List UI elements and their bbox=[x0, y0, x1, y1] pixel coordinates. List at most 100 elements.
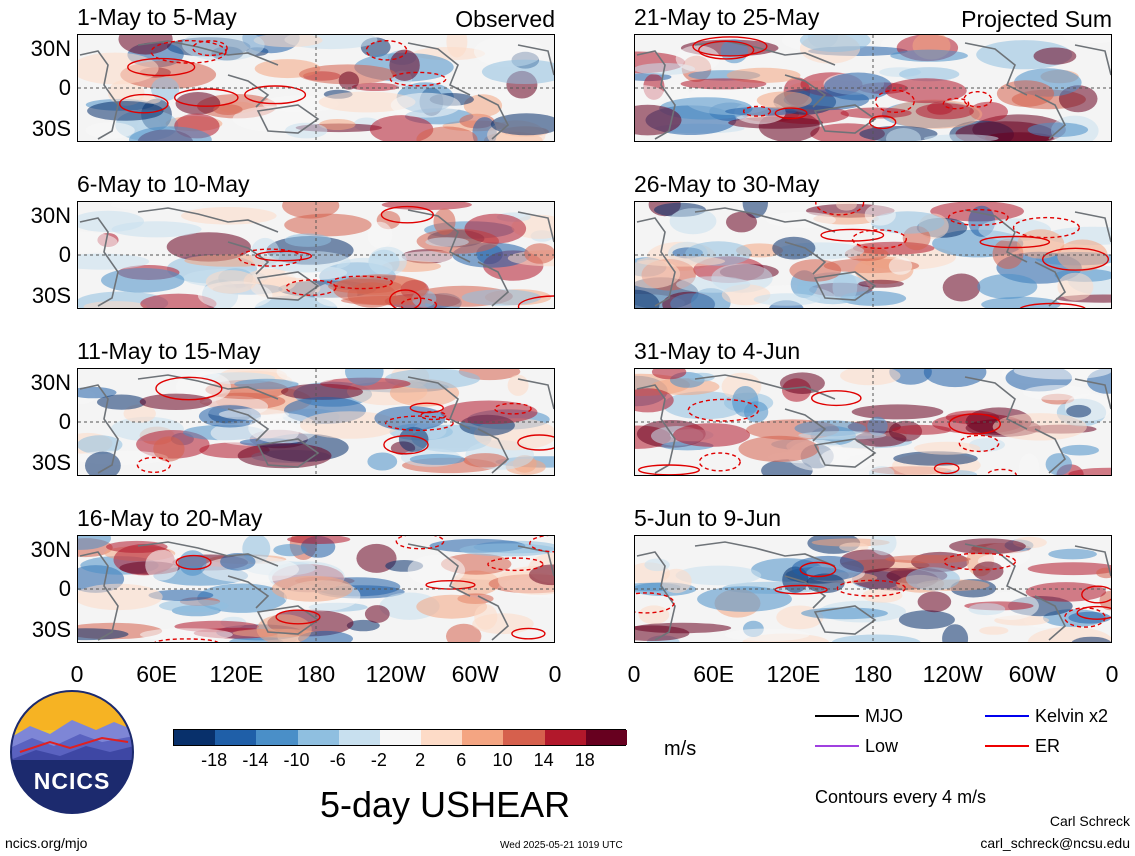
shading-blob bbox=[398, 426, 429, 452]
shading-blob bbox=[680, 78, 767, 90]
shading-blob bbox=[726, 211, 757, 233]
shading-blob bbox=[923, 369, 987, 388]
shading-blob bbox=[806, 573, 845, 594]
shading-blob bbox=[791, 555, 864, 581]
er-contour bbox=[127, 57, 196, 77]
shading-blob bbox=[756, 91, 812, 110]
colorbar-segment bbox=[585, 730, 628, 745]
shading-blob bbox=[968, 603, 1006, 616]
shading-blob bbox=[1013, 369, 1111, 380]
shading-blob bbox=[811, 538, 890, 547]
shading-blob bbox=[1027, 562, 1111, 576]
coastline bbox=[1074, 545, 1111, 577]
shading-blob bbox=[205, 270, 257, 294]
colorbar-segment bbox=[174, 730, 217, 745]
er-contour bbox=[851, 229, 907, 249]
shading-blob bbox=[85, 451, 121, 475]
shading-blob bbox=[481, 59, 554, 84]
coastline bbox=[1074, 378, 1111, 410]
er-contour bbox=[174, 88, 239, 107]
shading-blob bbox=[234, 378, 299, 390]
shading-blob bbox=[416, 594, 488, 619]
coastline bbox=[477, 261, 509, 307]
coastline bbox=[694, 374, 836, 400]
er-contour bbox=[635, 592, 675, 614]
shading-blob bbox=[369, 115, 434, 141]
shading-blob bbox=[891, 424, 952, 435]
coastline bbox=[256, 438, 320, 468]
shading-blob bbox=[1048, 548, 1097, 560]
shading-blob bbox=[942, 624, 969, 642]
coastline bbox=[137, 207, 279, 233]
colorbar bbox=[173, 729, 628, 746]
shading-blob bbox=[389, 49, 420, 81]
shading-blob bbox=[110, 202, 203, 211]
colorbar-tick-label: 6 bbox=[456, 750, 467, 770]
shading-blob bbox=[409, 453, 465, 465]
shading-blob bbox=[992, 413, 1087, 441]
shading-blob bbox=[284, 233, 332, 247]
er-contour bbox=[943, 552, 1017, 571]
shading-blob bbox=[175, 92, 221, 115]
er-contour bbox=[774, 107, 808, 120]
shading-blob bbox=[690, 288, 731, 308]
legend-label: Low bbox=[865, 736, 899, 756]
shading-blob bbox=[635, 622, 732, 634]
shading-blob bbox=[659, 97, 753, 120]
shading-blob bbox=[507, 374, 529, 396]
contours-note: Contours every 4 m/s bbox=[815, 787, 987, 807]
er-contour bbox=[1076, 605, 1111, 620]
er-contour bbox=[687, 398, 760, 422]
map-panel bbox=[77, 368, 555, 476]
shading-blob bbox=[78, 435, 123, 455]
shading-blob bbox=[899, 67, 960, 82]
shading-blob bbox=[885, 78, 967, 104]
map-field bbox=[78, 202, 554, 308]
panel-title: 6-May to 10-May bbox=[77, 171, 250, 197]
shading-blob bbox=[1057, 239, 1108, 272]
shading-blob bbox=[753, 293, 821, 306]
y-tick-label: 0 bbox=[58, 409, 71, 434]
shading-blob bbox=[1071, 636, 1111, 642]
shading-blob bbox=[824, 72, 892, 101]
shading-blob bbox=[145, 549, 179, 581]
shading-blob bbox=[446, 623, 482, 642]
coastline bbox=[813, 104, 877, 134]
colorbar-segment bbox=[544, 730, 588, 745]
shading-blob bbox=[915, 103, 974, 120]
shading-blob bbox=[178, 550, 207, 576]
shading-blob bbox=[368, 246, 407, 276]
shading-blob bbox=[977, 273, 1038, 300]
colorbar-tick-label: 2 bbox=[415, 750, 426, 770]
map-field bbox=[635, 536, 1111, 642]
er-contour bbox=[150, 39, 227, 64]
shading-blob bbox=[345, 369, 384, 386]
er-contour bbox=[285, 279, 337, 296]
shading-blob bbox=[338, 71, 360, 90]
shading-blob bbox=[651, 369, 687, 380]
shading-blob bbox=[635, 259, 681, 289]
shading-blob bbox=[463, 453, 508, 468]
shading-blob bbox=[1018, 453, 1040, 475]
coastline bbox=[636, 217, 676, 307]
shading-blob bbox=[333, 274, 428, 305]
shading-blob bbox=[724, 628, 810, 642]
coastline bbox=[1034, 595, 1066, 641]
shading-blob bbox=[107, 79, 145, 106]
coastline bbox=[694, 541, 836, 567]
shading-blob bbox=[284, 213, 372, 237]
shading-blob bbox=[732, 386, 759, 417]
shading-blob bbox=[688, 372, 715, 382]
shading-blob bbox=[273, 544, 307, 557]
shading-blob bbox=[78, 253, 150, 270]
legend-label: Kelvin x2 bbox=[1035, 706, 1109, 726]
shading-blob bbox=[1060, 444, 1099, 456]
shading-blob bbox=[886, 128, 921, 141]
er-contour bbox=[986, 468, 1017, 475]
shading-blob bbox=[1068, 611, 1111, 624]
shading-blob bbox=[319, 119, 356, 130]
x-tick-label: 120E bbox=[766, 661, 821, 687]
er-contour bbox=[119, 93, 169, 114]
y-tick-label: 30N bbox=[30, 370, 71, 395]
shading-blob bbox=[524, 243, 554, 264]
